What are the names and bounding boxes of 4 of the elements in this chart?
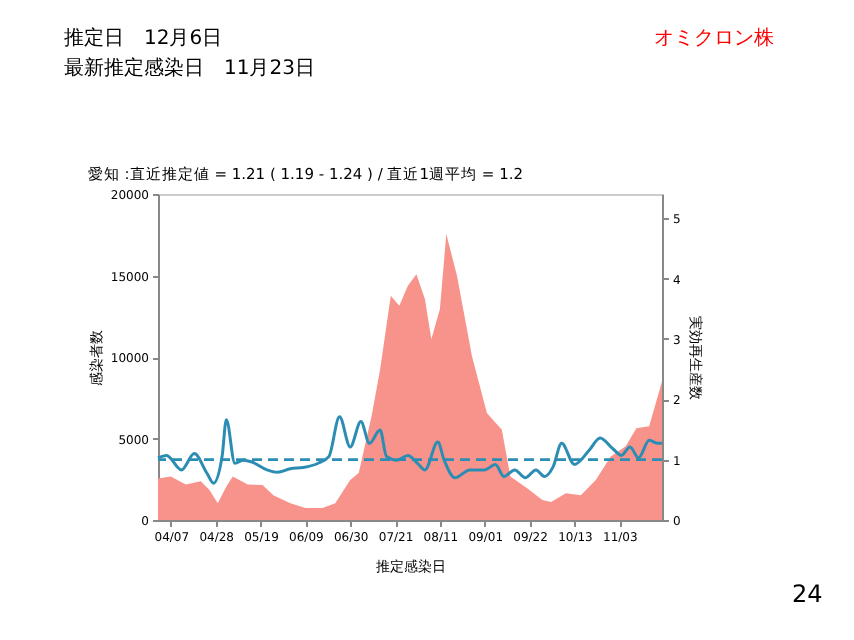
text: 24 [792, 580, 823, 608]
text: 最新推定感染日 11月23日 [64, 55, 315, 82]
text: オミクロン株 [654, 25, 774, 52]
text: 推定日 12月6日 [64, 25, 223, 52]
